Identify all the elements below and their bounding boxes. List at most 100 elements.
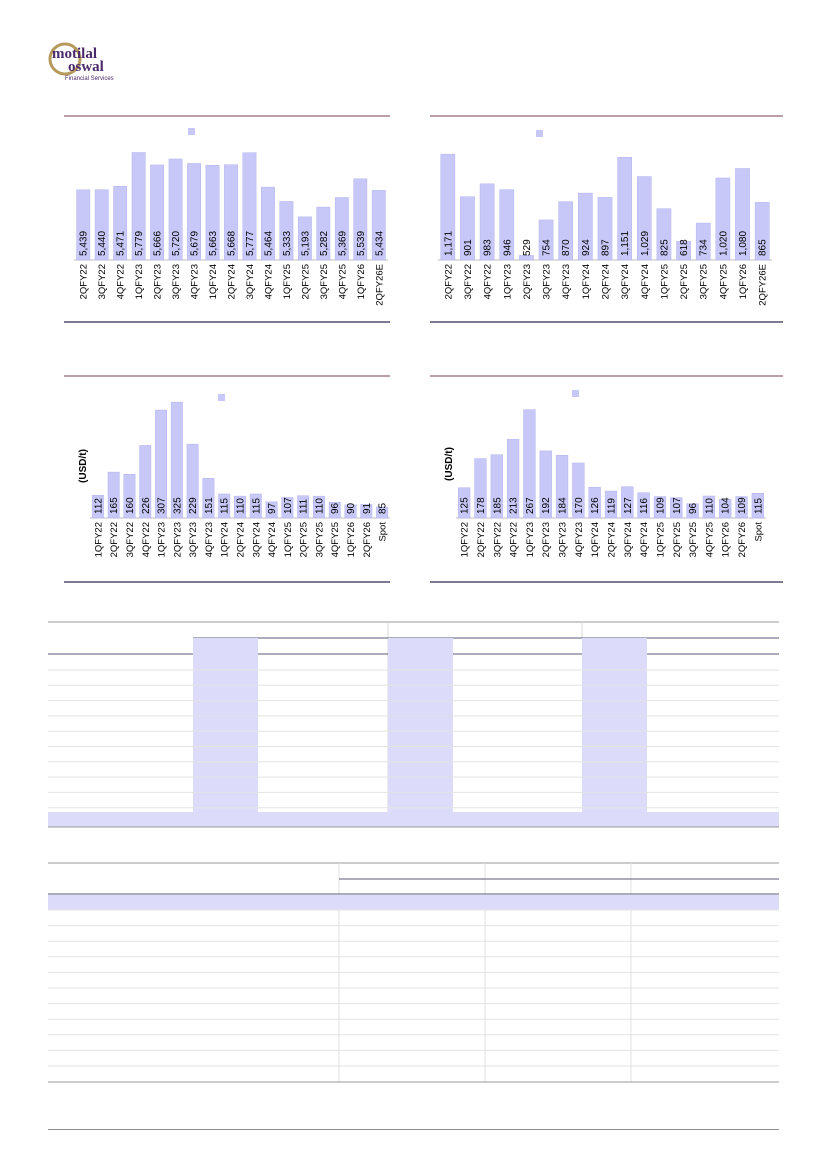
bar-value-label: 754: [542, 239, 553, 256]
bar-value-label: 870: [561, 239, 572, 256]
legend-swatch: [188, 128, 195, 135]
bar: [94, 189, 109, 261]
category-tick-label: 1QFY24: [208, 264, 219, 299]
bar: [316, 206, 331, 261]
chart-panel-4: (USD/t) 125 1QFY22 178 2QFY22 185 3QFY22 213 4QF…: [430, 372, 783, 584]
bar-value-label: 5,193: [300, 231, 311, 256]
bar: [695, 222, 711, 261]
table-1: [48, 618, 779, 830]
bar-value-label: 170: [574, 497, 585, 514]
bar-value-label: 107: [283, 497, 294, 514]
bar-value-label: 1,151: [620, 231, 631, 256]
bar: [653, 496, 667, 519]
bar-value-label: 5,539: [356, 231, 367, 256]
bar-value-label: 897: [601, 239, 612, 256]
category-tick-label: 3QFY24: [620, 264, 631, 299]
chart-panel-2: 1,171 2QFY22 901 3QFY22 983 4QFY22 946 1QFY23 52…: [430, 112, 783, 324]
bar: [313, 495, 325, 519]
bar: [676, 241, 691, 261]
bar-value-label: 110: [704, 498, 715, 514]
bar-value-label: 307: [157, 497, 168, 514]
bar: [279, 201, 294, 261]
category-tick-label: 3QFY25: [699, 264, 710, 299]
bar: [76, 189, 91, 261]
bar-value-label: 229: [188, 497, 199, 514]
bar-value-label: 946: [502, 239, 513, 256]
bar-value-label: 5,666: [153, 231, 164, 256]
category-tick-label: 1QFY25: [659, 264, 670, 299]
bar-value-label: 529: [522, 239, 533, 256]
table-total-row: [48, 812, 779, 827]
category-tick-label: 1QFY24: [581, 264, 592, 299]
bar: [107, 471, 120, 519]
bar: [558, 201, 574, 261]
bar: [538, 219, 554, 261]
bar: [265, 501, 278, 519]
chart-2: 1,171 2QFY22 901 3QFY22 983 4QFY22 946 1QFY23 52…: [430, 115, 783, 323]
category-tick-label: 4QFY25: [718, 264, 729, 299]
category-tick-label: 4QFY24: [267, 522, 278, 557]
bar: [751, 493, 764, 519]
category-tick-label: 1QFY25: [283, 522, 294, 557]
bar: [328, 502, 341, 519]
category-tick-label: 2QFY22: [79, 264, 90, 299]
bar: [344, 504, 357, 519]
bar-value-label: 1,020: [718, 231, 729, 256]
category-tick-label: 1QFY23: [157, 522, 168, 557]
bar: [719, 499, 732, 519]
category-tick-label: 4QFY24: [263, 264, 274, 299]
bar-value-label: 5,679: [190, 231, 201, 256]
bar: [523, 409, 536, 519]
bar: [539, 450, 552, 519]
bar: [123, 474, 136, 519]
bar: [353, 178, 368, 261]
bar-value-label: 5,434: [374, 231, 385, 256]
category-tick-label: 4QFY23: [561, 264, 572, 299]
bar-value-label: 110: [314, 498, 325, 514]
category-tick-label: 4QFY25: [337, 264, 348, 299]
bar-value-label: 1,171: [443, 231, 454, 256]
category-tick-label: 2QFY22: [476, 522, 487, 557]
bar: [224, 164, 238, 261]
bar-value-label: 127: [623, 497, 634, 514]
bar-value-label: 5,471: [116, 231, 127, 256]
category-tick-label: 3QFY23: [188, 522, 199, 557]
bar-value-label: 111: [299, 498, 310, 514]
category-tick-label: 4QFY22: [116, 264, 127, 299]
bar-value-label: 1,080: [738, 231, 749, 256]
logo-ring: [48, 42, 82, 76]
bar-value-label: 91: [362, 502, 373, 514]
category-tick-label: 3QFY24: [251, 522, 262, 557]
brand-logo: motilal oswal Financial Services: [48, 40, 138, 82]
category-tick-label: 3QFY22: [492, 522, 503, 557]
category-tick-label: 4QFY22: [509, 522, 520, 557]
bar: [578, 192, 593, 261]
bar-value-label: 618: [679, 239, 690, 256]
bar-value-label: 325: [172, 497, 183, 514]
category-tick-label: 2QFY25: [679, 264, 690, 299]
category-tick-label: 1QFY26: [738, 264, 749, 299]
bar: [360, 504, 373, 519]
bar-value-label: 5,779: [134, 231, 145, 256]
bar: [205, 164, 220, 261]
logo-tagline: Financial Services: [65, 76, 114, 82]
bar-value-label: 5,720: [171, 231, 182, 256]
bar: [572, 462, 585, 519]
bar-value-label: 267: [525, 497, 536, 514]
legend-swatch: [218, 394, 225, 401]
bar: [234, 495, 246, 519]
category-tick-label: 2QFY25: [672, 522, 683, 557]
category-tick-label: 2QFY23: [172, 522, 183, 557]
category-tick-label: 2QFY22: [109, 522, 120, 557]
bar: [474, 458, 487, 519]
bar: [519, 255, 534, 261]
bar: [113, 186, 128, 261]
category-tick-label: 1QFY26: [356, 264, 367, 299]
highlight-column: [193, 638, 258, 812]
category-tick-label: 3QFY23: [558, 522, 569, 557]
bar-value-label: 192: [541, 497, 552, 514]
bar-value-label: 119: [607, 498, 618, 514]
bar-value-label: 96: [330, 502, 341, 514]
legend-swatch: [572, 390, 579, 397]
bar: [297, 216, 312, 261]
